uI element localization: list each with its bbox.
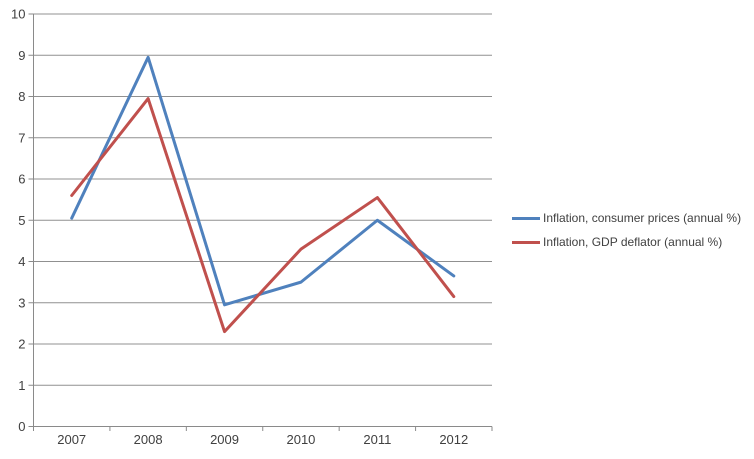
series-line-0 [70,55,456,307]
legend-label-gdp-deflator: Inflation, GDP deflator (annual %) [543,235,723,249]
y-tick-label: 5 [18,213,25,228]
x-tick-label: 2010 [286,432,315,447]
y-tick-label: 10 [11,7,25,22]
x-tick-label: 2011 [363,432,391,447]
x-tick-label: 2007 [57,432,86,447]
legend-label-consumer-prices: Inflation, consumer prices (annual %) [543,211,742,225]
x-tick-label: 2009 [210,432,239,447]
y-tick-label: 1 [18,378,25,393]
legend-item-consumer-prices: Inflation, consumer prices (annual %) [512,206,741,230]
x-tick-label: 2012 [439,432,468,447]
legend-line-swatch-gdp-deflator [512,240,540,244]
y-tick-label: 9 [18,48,25,63]
x-tick-label: 2008 [134,432,163,447]
y-tick-label: 8 [18,89,25,104]
legend-line-swatch-consumer-prices [512,216,540,220]
y-tick-label: 7 [18,130,25,145]
chart-legend: Inflation, consumer prices (annual %) In… [512,206,741,254]
y-tick-label: 6 [18,172,25,187]
series-line-1 [70,97,456,334]
y-tick-label: 4 [18,254,25,269]
legend-item-gdp-deflator: Inflation, GDP deflator (annual %) [512,230,741,254]
y-tick-label: 2 [18,337,25,352]
y-tick-label: 3 [18,295,25,310]
y-tick-label: 0 [18,419,25,434]
